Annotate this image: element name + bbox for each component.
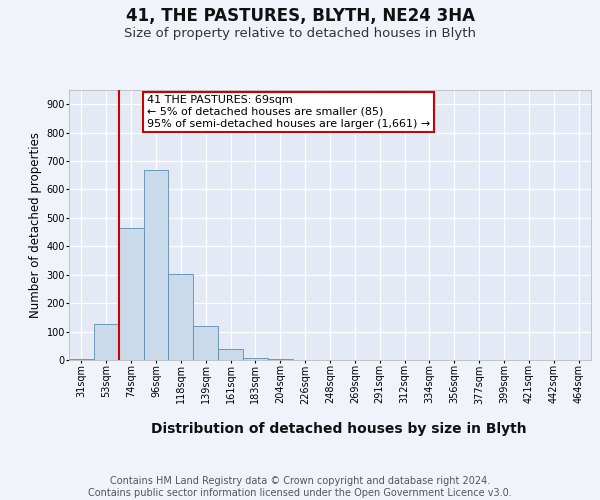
Bar — [119, 228, 143, 360]
Text: Contains HM Land Registry data © Crown copyright and database right 2024.
Contai: Contains HM Land Registry data © Crown c… — [88, 476, 512, 498]
Bar — [169, 274, 193, 360]
Y-axis label: Number of detached properties: Number of detached properties — [29, 132, 42, 318]
Bar — [143, 170, 169, 360]
Text: 41, THE PASTURES, BLYTH, NE24 3HA: 41, THE PASTURES, BLYTH, NE24 3HA — [125, 8, 475, 26]
Bar — [218, 348, 243, 360]
Bar — [94, 324, 119, 360]
Bar — [193, 326, 218, 360]
Text: 41 THE PASTURES: 69sqm
← 5% of detached houses are smaller (85)
95% of semi-deta: 41 THE PASTURES: 69sqm ← 5% of detached … — [148, 96, 431, 128]
Bar — [243, 358, 268, 360]
Text: Size of property relative to detached houses in Blyth: Size of property relative to detached ho… — [124, 28, 476, 40]
Text: Distribution of detached houses by size in Blyth: Distribution of detached houses by size … — [151, 422, 527, 436]
Bar — [268, 359, 293, 360]
Bar — [69, 359, 94, 360]
